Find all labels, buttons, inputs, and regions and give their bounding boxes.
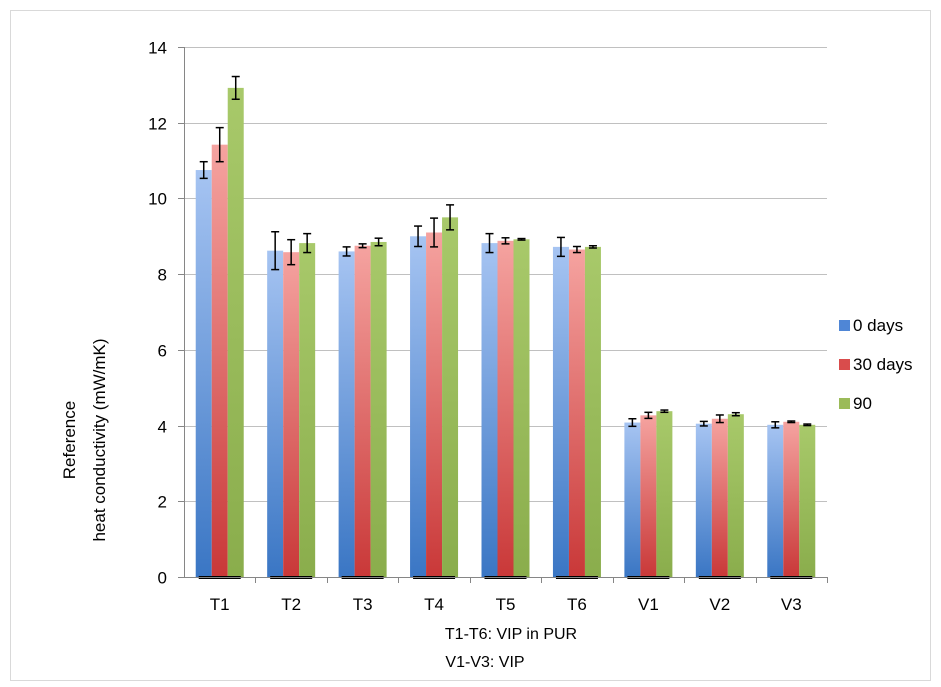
bar-v1-90 <box>656 411 673 577</box>
bar-v3-0-days <box>767 424 784 577</box>
bar-v2-30-days <box>711 418 728 577</box>
bar-v2-90 <box>727 414 744 577</box>
bar-v1-30-days <box>640 415 657 577</box>
y-tick-label-8: 8 <box>158 266 167 285</box>
y-tick-labels: 0 2 4 6 8 10 12 14 <box>148 39 167 588</box>
y-axis-label-line-1: Reference <box>60 401 79 479</box>
bar-t1-30-days <box>211 144 228 577</box>
error-bar-t5-30-days <box>501 237 510 245</box>
error-bar-t2-30-days <box>287 238 296 266</box>
error-bar-v2-0-days <box>699 420 708 427</box>
bar-t6-30-days <box>568 249 585 578</box>
bar-t2-30-days <box>283 252 300 577</box>
error-bar-t2-90 <box>303 232 312 254</box>
legend-swatch-0-days <box>839 320 850 331</box>
bar-t5-30-days <box>497 240 514 578</box>
x-tick-label-v3: V3 <box>781 595 802 614</box>
error-bar-t6-90 <box>588 245 597 249</box>
x-tick-label-t3: T3 <box>353 595 373 614</box>
x-tick-label-v2: V2 <box>709 595 730 614</box>
error-bar-v1-0-days <box>628 418 637 428</box>
bar-v2-0-days <box>695 423 712 577</box>
error-bar-t6-30-days <box>572 245 581 254</box>
error-bar-v1-90 <box>660 409 669 414</box>
x-tick-label-v1: V1 <box>638 595 659 614</box>
bar-t3-90 <box>370 241 387 577</box>
bar-t3-30-days <box>354 245 371 577</box>
error-bar-t6-0-days <box>556 236 565 258</box>
bar-t6-90 <box>584 246 601 577</box>
error-bar-v3-90 <box>803 423 812 427</box>
x-tick-label-t4: T4 <box>424 595 444 614</box>
error-bar-t5-0-days <box>485 232 494 254</box>
legend: 0 days 30 days 90 <box>839 316 913 413</box>
error-bar-t1-0-days <box>199 160 208 180</box>
bar-v3-90 <box>799 424 816 577</box>
error-bar-v3-0-days <box>771 421 780 429</box>
bar-t6-0-days <box>552 246 569 577</box>
bar-t1-0-days <box>195 170 212 578</box>
x-tick-label-t5: T5 <box>496 595 516 614</box>
legend-label-0-days: 0 days <box>853 316 903 335</box>
error-bar-v3-30-days <box>787 420 796 424</box>
bar-t2-0-days <box>267 250 284 577</box>
error-bar-t5-90 <box>517 237 526 241</box>
error-bar-t4-0-days <box>414 225 423 248</box>
bar-t4-30-days <box>426 232 443 577</box>
error-bar-t2-0-days <box>271 230 280 271</box>
legend-label-90: 90 <box>853 394 872 413</box>
axes <box>184 47 828 583</box>
bars <box>195 87 816 579</box>
y-tick-label-12: 12 <box>148 115 167 134</box>
error-bar-t3-0-days <box>342 246 351 257</box>
bar-t2-90 <box>299 243 316 577</box>
bar-t4-90 <box>442 217 459 577</box>
x-tick-label-t2: T2 <box>281 595 301 614</box>
y-axis-label-line-2: heat conductivity (mW/mK) <box>90 338 109 541</box>
bar-t4-0-days <box>410 236 427 578</box>
error-bar-t3-30-days <box>358 243 367 249</box>
error-bar-t3-90 <box>374 237 383 247</box>
y-tick-label-10: 10 <box>148 190 167 209</box>
y-tick-label-14: 14 <box>148 39 167 58</box>
bar-t1-90 <box>227 87 244 577</box>
bar-v1-0-days <box>624 422 641 577</box>
error-bar-t4-90 <box>446 204 455 231</box>
y-tick-label-6: 6 <box>158 342 167 361</box>
error-bar-v2-90 <box>731 411 740 417</box>
legend-swatch-90 <box>839 398 850 409</box>
x-axis-label-line-1: T1-T6: VIP in PUR <box>445 626 577 643</box>
bar-t3-0-days <box>338 251 355 577</box>
bar-t5-0-days <box>481 243 498 577</box>
error-bar-v1-30-days <box>644 411 653 420</box>
error-bar-v2-30-days <box>715 414 724 424</box>
x-axis-label-line-2: V1-V3: VIP <box>445 654 524 671</box>
x-tick-label-t6: T6 <box>567 595 587 614</box>
bar-t5-90 <box>513 239 530 578</box>
x-tick-labels: T1 T2 T3 T4 T5 T6 V1 V2 V3 <box>210 595 802 614</box>
y-tick-label-4: 4 <box>158 418 167 437</box>
bar-v3-30-days <box>783 421 800 577</box>
legend-label-30-days: 30 days <box>853 355 913 374</box>
legend-swatch-30-days <box>839 359 850 370</box>
error-bar-t1-90 <box>231 75 240 100</box>
x-tick-label-t1: T1 <box>210 595 230 614</box>
error-bar-t1-30-days <box>215 126 224 163</box>
error-bar-t4-30-days <box>430 217 439 248</box>
y-tick-label-2: 2 <box>158 493 167 512</box>
y-tick-label-0: 0 <box>158 569 167 588</box>
error-bars <box>199 75 812 429</box>
